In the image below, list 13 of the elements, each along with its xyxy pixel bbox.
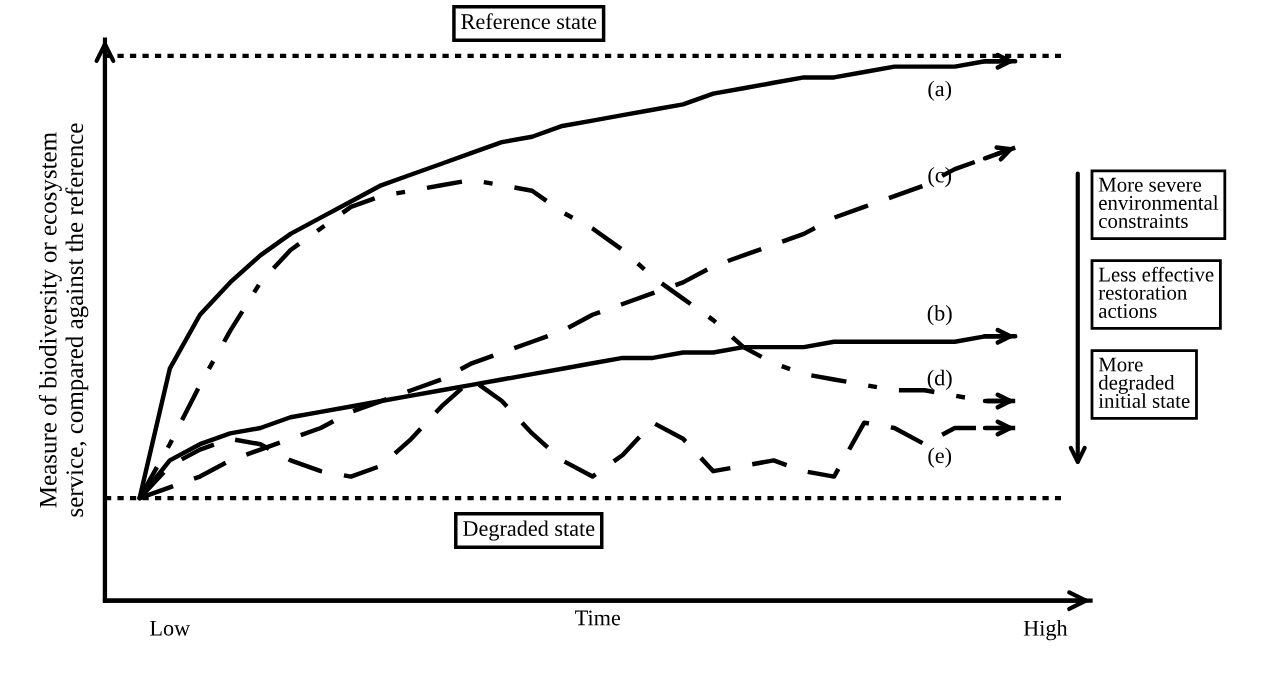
text: Less effective restoration actions	[1098, 266, 1214, 318]
series-label: (a)	[928, 80, 952, 101]
text: More degraded initial state	[1098, 357, 1190, 408]
x-tick-label: High	[1023, 620, 1068, 641]
ref-line-label: Degraded state	[463, 520, 595, 541]
x-axis-title: Time	[575, 610, 621, 626]
ref-line-label: Reference state	[461, 13, 597, 30]
series-label: (b)	[927, 305, 952, 326]
y-axis-title: Measure of biodiversity or ecosystem service, compared against the reference	[38, 123, 89, 517]
series-label: (d)	[927, 369, 952, 390]
text: More severe environmental constraints	[1098, 177, 1219, 229]
series-label: (e)	[928, 447, 952, 468]
x-tick-label: Low	[150, 620, 191, 636]
